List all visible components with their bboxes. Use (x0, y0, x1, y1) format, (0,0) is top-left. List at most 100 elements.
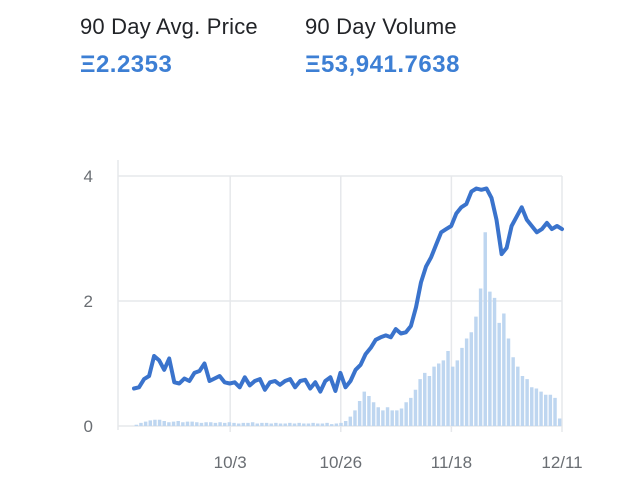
volume-bar (325, 422, 329, 426)
volume-bar (343, 421, 348, 426)
volume-bar (204, 422, 208, 426)
volume-bar (139, 422, 143, 426)
volume-stat: 90 Day Volume Ξ53,941.7638 (305, 14, 460, 79)
volume-bar (432, 366, 436, 426)
volume-bar (450, 366, 455, 426)
volume-bar (241, 422, 246, 426)
volume-bar (511, 357, 515, 426)
volume-bar (222, 422, 227, 426)
volume-bar (195, 422, 199, 426)
volume-bar (381, 410, 385, 426)
y-tick-label: 2 (84, 292, 93, 311)
volume-bar (530, 387, 534, 426)
volume-bar (543, 394, 548, 426)
volume-bar (283, 423, 287, 426)
volume-bar (357, 401, 362, 426)
volume-bar (385, 407, 390, 426)
volume-bar (413, 389, 418, 426)
x-tick-label: 11/18 (431, 453, 472, 472)
volume-label: 90 Day Volume (305, 14, 457, 39)
volume-bar (218, 422, 222, 426)
volume-bar (236, 423, 241, 426)
volume-bar (274, 422, 278, 426)
volume-bar (153, 419, 157, 426)
volume-bar (441, 360, 446, 426)
volume-bar (227, 422, 232, 426)
volume-bar (460, 347, 464, 426)
volume-value: Ξ53,941.7638 (305, 51, 460, 78)
volume-bar (506, 338, 511, 426)
volume-bar (483, 232, 487, 426)
volume-bar (148, 420, 153, 426)
volume-bars (134, 232, 562, 426)
volume-bar (474, 316, 478, 426)
volume-bar (409, 397, 413, 426)
volume-bar (395, 410, 399, 426)
volume-bar (134, 424, 139, 426)
volume-bar (316, 423, 320, 426)
volume-bar (334, 423, 339, 426)
volume-bar (492, 297, 497, 426)
volume-bar (399, 408, 404, 426)
volume-bar (525, 379, 529, 426)
volume-bar (269, 423, 273, 426)
volume-bar (548, 394, 553, 426)
volume-bar (464, 338, 469, 426)
volume-bar (553, 397, 557, 426)
volume-bar (250, 422, 255, 426)
volume-bar (199, 422, 204, 426)
avg-price-value: Ξ2.2353 (80, 51, 173, 78)
volume-bar (213, 422, 218, 426)
volume-bar (455, 360, 460, 426)
volume-bar (353, 410, 357, 426)
volume-bar (418, 379, 422, 426)
volume-bar (292, 423, 297, 426)
volume-bar (516, 366, 520, 426)
volume-bar (423, 372, 427, 426)
volume-bar (502, 313, 506, 426)
volume-bar (162, 421, 166, 426)
volume-bar (311, 422, 315, 426)
volume-bar (320, 423, 325, 426)
volume-bar (520, 376, 525, 426)
volume-bar (367, 396, 371, 426)
volume-bar (371, 402, 376, 426)
volume-bar (176, 421, 180, 426)
volume-bar (362, 391, 367, 426)
volume-bar (329, 424, 334, 426)
volume-bar (255, 423, 260, 426)
axis-labels: 0 2 4 10/3 10/26 11/18 12/11 (84, 167, 583, 472)
volume-bar (167, 422, 171, 426)
avg-price-stat: 90 Day Avg. Price Ξ2.2353 (80, 14, 258, 79)
volume-bar (185, 421, 190, 426)
volume-bar (297, 422, 301, 426)
volume-bar (557, 418, 562, 426)
volume-bar (404, 402, 408, 426)
volume-bar (348, 416, 353, 426)
avg-price-label: 90 Day Avg. Price (80, 14, 258, 39)
volume-bar (264, 422, 269, 426)
avg-price-line (132, 186, 564, 394)
volume-bar (390, 410, 394, 426)
volume-bar (232, 422, 236, 426)
x-tick-label: 10/3 (214, 453, 247, 472)
volume-bar (190, 421, 194, 426)
y-tick-label: 4 (84, 167, 93, 186)
volume-bar (534, 388, 539, 426)
volume-bar (260, 422, 264, 426)
volume-bar (171, 421, 176, 426)
volume-bar (302, 423, 306, 426)
volume-bar (376, 407, 380, 426)
volume-bar (209, 422, 213, 426)
volume-bar (497, 322, 501, 426)
volume-bar (436, 363, 441, 426)
volume-bar (246, 422, 250, 426)
volume-bar (181, 422, 185, 426)
volume-bar (469, 332, 474, 426)
volume-bar (157, 419, 162, 426)
volume-bar (539, 391, 543, 426)
volume-bar (288, 422, 292, 426)
volume-bar (306, 423, 311, 426)
volume-bar (488, 291, 492, 426)
